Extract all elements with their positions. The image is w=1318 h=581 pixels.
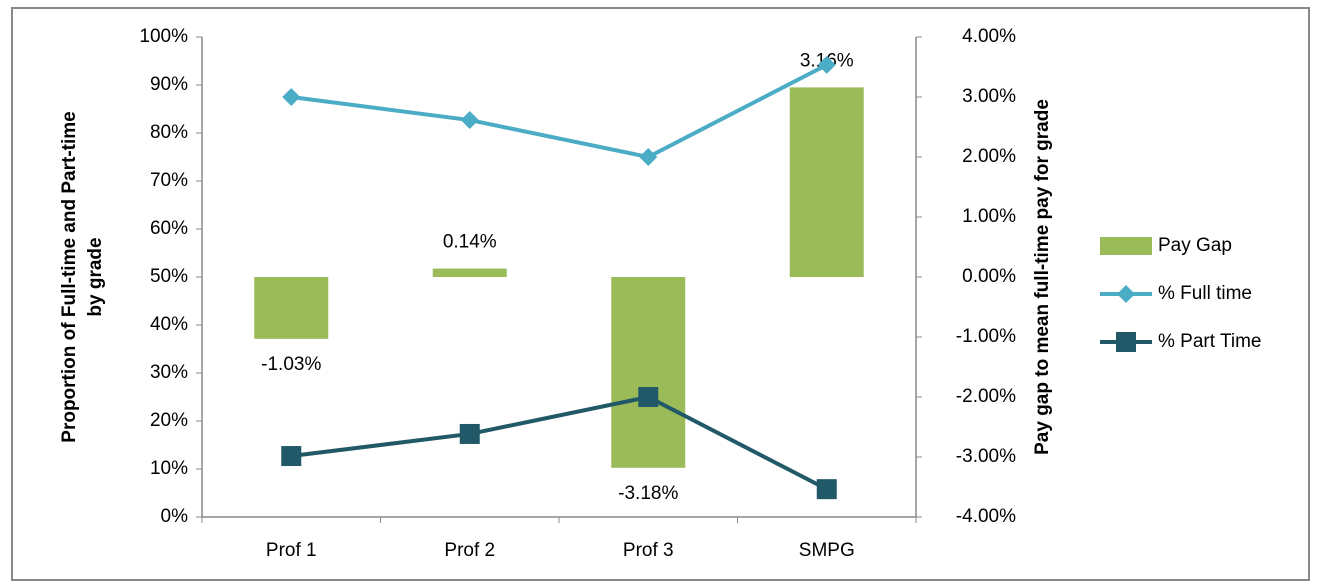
x-tick-label: Prof 1 — [266, 540, 317, 561]
x-tick-label: Prof 3 — [623, 540, 674, 561]
y2-tick-label: -2.00% — [956, 386, 1016, 407]
bar — [789, 87, 864, 278]
bar — [254, 277, 329, 339]
y2-tick-label: 4.00% — [962, 26, 1016, 47]
data-label: -3.18% — [618, 483, 678, 504]
y2-tick-label: -4.00% — [956, 506, 1016, 527]
y-axis-title-line: by grade — [85, 237, 106, 316]
y-tick-label: 30% — [150, 362, 188, 383]
x-tick-label: SMPG — [799, 540, 855, 561]
marker — [816, 479, 837, 500]
marker — [638, 387, 659, 407]
y-tick-label: 0% — [161, 506, 189, 527]
legend-label: Pay Gap — [1158, 235, 1232, 256]
y-tick-label: 40% — [150, 314, 188, 335]
bar — [432, 268, 507, 277]
marker — [817, 55, 836, 74]
x-tick-label: Prof 2 — [444, 540, 495, 561]
legend-marker — [1117, 285, 1135, 303]
y-tick-label: 90% — [150, 74, 188, 95]
y-axis-title-line: Proportion of Full-time and Part-time — [59, 111, 80, 442]
line — [291, 394, 828, 491]
data-label: 0.14% — [443, 232, 497, 253]
y2-tick-label: 1.00% — [962, 206, 1016, 227]
legend-marker — [1116, 332, 1136, 352]
y-tick-label: 100% — [139, 26, 188, 47]
marker — [459, 423, 480, 444]
y-tick-label: 80% — [150, 122, 188, 143]
legend-swatch — [1100, 237, 1152, 255]
line — [290, 63, 828, 160]
y-axis-title: Proportion of Full-time and Part-time by … — [59, 111, 106, 442]
data-label: -1.03% — [261, 354, 321, 375]
y-tick-label: 70% — [150, 170, 188, 191]
bar — [611, 277, 686, 468]
y-tick-label: 60% — [150, 218, 188, 239]
legend-label: % Full time — [1158, 283, 1252, 304]
marker — [460, 111, 479, 130]
y-tick-label: 10% — [150, 458, 188, 479]
y2-tick-label: 3.00% — [962, 86, 1016, 107]
marker — [282, 88, 301, 106]
y2-axis-title: Pay gap to mean full-time pay for grade — [1032, 99, 1053, 455]
marker — [639, 148, 658, 166]
y2-tick-label: -3.00% — [956, 446, 1016, 467]
legend-label: % Part Time — [1158, 331, 1261, 352]
y2-tick-label: -1.00% — [956, 326, 1016, 347]
y2-tick-label: 0.00% — [962, 266, 1016, 287]
marker — [281, 446, 302, 467]
y2-tick-label: 2.00% — [962, 146, 1016, 167]
y-tick-label: 20% — [150, 410, 188, 431]
y-tick-label: 50% — [150, 266, 188, 287]
